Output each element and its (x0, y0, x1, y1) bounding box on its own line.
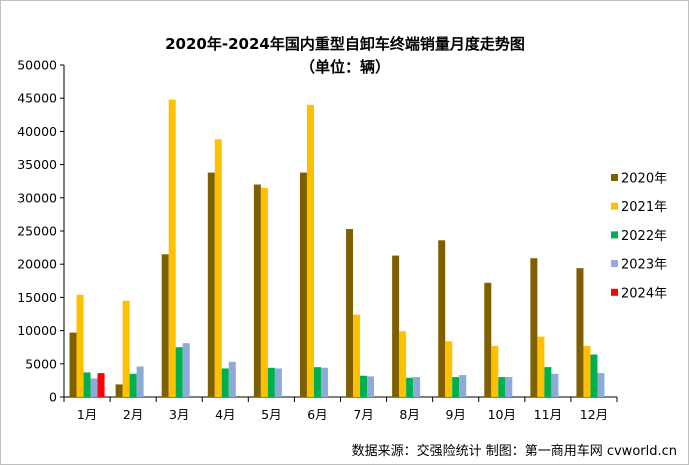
bar (313, 367, 321, 397)
y-tick-label: 40000 (17, 124, 57, 139)
y-tick-label: 15000 (17, 290, 57, 305)
bar (207, 172, 215, 397)
y-tick-label: 0 (49, 390, 57, 405)
bar (367, 376, 375, 397)
bar (459, 375, 467, 397)
bar (498, 377, 506, 397)
legend-swatch (611, 260, 618, 268)
bar (136, 366, 144, 397)
x-axis: 1月 2月 3月 4月 5月 6月 7月 8月 9月 10月 11月 12月 (63, 396, 618, 422)
legend-swatch (611, 231, 618, 239)
bar (353, 314, 361, 397)
source-note: 数据来源：交强险统计 制图：第一商用车网 cvworld.cn (352, 443, 677, 459)
legend-label: 2020年 (621, 172, 667, 187)
legend-swatch (611, 174, 618, 181)
x-tick-label: 11月 (534, 407, 562, 422)
x-tick-label: 8月 (399, 407, 419, 422)
bar (583, 345, 591, 397)
bar (76, 294, 84, 397)
bar (590, 354, 598, 397)
chart-title: 2020年-2024年国内重型自卸车终端销量月度走势图 (165, 35, 525, 53)
bar (214, 139, 222, 398)
bar (551, 373, 559, 397)
bar (438, 240, 446, 397)
bar (83, 372, 91, 397)
legend-label: 2023年 (621, 258, 667, 273)
x-tick-label: 5月 (261, 407, 281, 422)
bar (69, 332, 77, 397)
bar (161, 254, 169, 397)
y-tick-label: 30000 (17, 190, 57, 205)
chart-subtitle: （单位：辆） (300, 58, 390, 76)
bar (360, 375, 368, 397)
legend-swatch (611, 288, 618, 296)
bar (413, 377, 421, 397)
legend-swatch (611, 202, 618, 210)
legend-label: 2022年 (621, 229, 667, 244)
bar (530, 258, 538, 397)
bar (346, 229, 354, 397)
bars (69, 99, 605, 398)
bar (97, 373, 105, 397)
bar (399, 331, 407, 397)
bar (182, 343, 190, 397)
x-tick-label: 12月 (580, 407, 608, 422)
bar (452, 377, 460, 397)
y-tick-label: 20000 (17, 257, 57, 272)
y-tick-label: 5000 (25, 356, 57, 371)
bar (576, 268, 584, 397)
bar (445, 341, 453, 397)
bar (122, 300, 130, 397)
bar (260, 187, 268, 397)
y-tick-label: 25000 (17, 224, 57, 239)
bar (491, 345, 499, 397)
bar (505, 377, 513, 397)
bar (597, 373, 605, 397)
bar (115, 384, 123, 397)
x-tick-label: 9月 (445, 407, 465, 422)
legend: 2020年 2021年 2022年 2023年 2024年 (611, 172, 667, 301)
bar (406, 377, 414, 397)
y-tick-label: 35000 (17, 157, 57, 172)
y-tick-label: 50000 (17, 58, 57, 73)
x-tick-label: 2月 (123, 407, 143, 422)
bar (537, 336, 545, 397)
bar (129, 373, 137, 397)
legend-label: 2024年 (621, 286, 667, 301)
bar (90, 378, 98, 397)
bar (306, 104, 314, 397)
y-tick-label: 10000 (17, 323, 57, 338)
legend-label: 2021年 (621, 200, 667, 215)
x-tick-label: 10月 (488, 407, 516, 422)
x-tick-label: 3月 (169, 407, 189, 422)
bar (253, 184, 261, 397)
x-tick-label: 6月 (307, 407, 327, 422)
bar (544, 367, 552, 397)
bar (484, 282, 492, 397)
bar (221, 368, 229, 397)
bar (168, 99, 176, 397)
y-tick-label: 45000 (17, 91, 57, 106)
bar (392, 255, 400, 397)
bar (228, 361, 236, 397)
bar (274, 368, 282, 397)
x-tick-label: 7月 (353, 407, 373, 422)
x-tick-label: 4月 (215, 407, 235, 422)
bar (299, 172, 307, 397)
bar (175, 347, 183, 397)
y-axis: 0 5000 10000 15000 20000 25000 30000 35000 40000… (17, 58, 65, 405)
bar (267, 367, 275, 397)
bar (320, 367, 328, 397)
x-tick-label: 1月 (77, 407, 97, 422)
